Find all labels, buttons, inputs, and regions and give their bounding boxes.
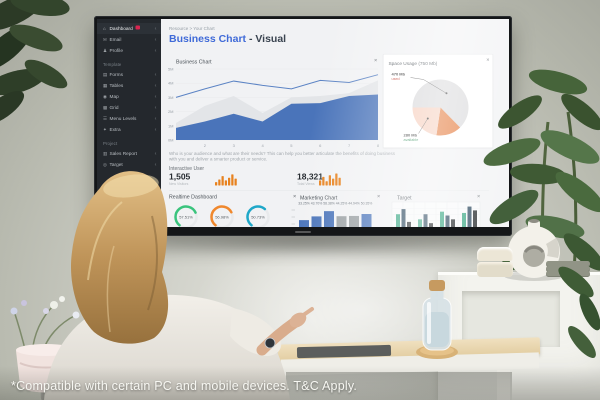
desk-leg	[497, 370, 510, 400]
sidebar-item-label: Sales Report	[109, 151, 137, 157]
chevron-icon: ‹	[154, 82, 157, 89]
close-icon[interactable]: ×	[377, 193, 381, 200]
svg-text:8: 8	[377, 143, 380, 148]
page-title: Business Chart - Visual	[169, 33, 286, 45]
page-title-primary: Business Chart	[169, 33, 247, 45]
sidebar-section-label: Project	[103, 141, 118, 146]
menu-levels-icon: ☰	[103, 116, 108, 121]
map-icon: ◉	[103, 94, 107, 99]
plant-left	[0, 0, 70, 126]
sidebar-item-forms[interactable]: ▤ Forms ‹	[97, 69, 161, 80]
hair	[70, 171, 169, 344]
sidebar-item-profile[interactable]: ♟ Profile ‹	[97, 45, 161, 56]
breadcrumb: Resource > Your Chart	[169, 26, 215, 31]
chevron-icon: ‹	[154, 126, 157, 133]
chevron-icon: ‹	[154, 71, 157, 78]
woman	[44, 171, 314, 400]
close-icon[interactable]: ×	[374, 57, 378, 64]
sidebar-item-label: Profile	[109, 48, 123, 54]
sidebar-item-tables[interactable]: ▦ Tables ‹	[97, 80, 161, 91]
svg-text:2M: 2M	[168, 109, 174, 114]
chevron-icon: ‹	[154, 115, 157, 122]
sidebar-item-label: Dashboard	[109, 26, 133, 32]
svg-text:4: 4	[261, 143, 264, 148]
sidebar-item-label: Map	[109, 94, 119, 100]
svg-text:5M: 5M	[168, 67, 174, 72]
chevron-icon: ‹	[154, 36, 157, 43]
sidebar-section-label: Template	[103, 62, 122, 67]
chevron-icon: ‹	[154, 150, 157, 157]
svg-text:1M: 1M	[168, 123, 174, 128]
chevron-icon: ‹	[154, 25, 157, 32]
storage-boxes	[477, 247, 513, 277]
svg-text:6: 6	[319, 143, 322, 148]
sidebar-item-grid[interactable]: ▩ Grid ‹	[97, 102, 161, 113]
sidebar-item-email[interactable]: ✉ Email ‹	[97, 34, 161, 45]
bottom-vignette	[0, 366, 600, 400]
svg-text:50.35%: 50.35%	[361, 202, 373, 206]
notification-badge	[135, 25, 141, 30]
svg-text:4M: 4M	[168, 81, 174, 86]
dashboard-icon: ⌂	[103, 26, 106, 31]
space-usage-title: Space Usage (750 Mb)	[388, 61, 438, 67]
tables-icon: ▦	[103, 83, 108, 88]
svg-text:44.94%: 44.94%	[348, 202, 360, 206]
svg-text:3M: 3M	[168, 95, 174, 100]
svg-text:280 Mb: 280 Mb	[404, 133, 418, 138]
chevron-icon: ‹	[154, 104, 157, 111]
sidebar-item-label: Menu Levels	[109, 116, 137, 122]
sidebar-item-label: Tables	[109, 83, 124, 89]
svg-text:3: 3	[233, 143, 236, 148]
chevron-icon: ‹	[154, 93, 157, 100]
email-icon: ✉	[103, 37, 107, 42]
under-desk-shadow	[286, 372, 512, 400]
grid-icon: ▩	[103, 105, 108, 110]
svg-text:470 Mb: 470 Mb	[392, 72, 406, 77]
svg-text:0M: 0M	[168, 138, 174, 143]
tv-brand-mark	[295, 231, 311, 233]
sidebar-item-extra[interactable]: ✦ Extra ‹	[97, 124, 161, 135]
svg-text:7: 7	[348, 143, 351, 148]
sidebar-item-label: Forms	[109, 72, 123, 78]
sidebar-item-dashboard[interactable]: ⌂ Dashboard ‹	[97, 23, 161, 34]
profile-icon: ♟	[103, 48, 108, 53]
legal-caption: *Compatible with certain PC and mobile d…	[11, 379, 358, 393]
sidebar-item-sales-report[interactable]: ▥ Sales Report ‹	[97, 148, 161, 159]
svg-text:available: available	[404, 138, 419, 142]
svg-text:5: 5	[290, 143, 293, 148]
chevron-icon: ‹	[154, 47, 157, 54]
sidebar-item-map[interactable]: ◉ Map ‹	[97, 91, 161, 102]
sidebar-item-label: Email	[109, 37, 122, 43]
sales-report-icon: ▥	[103, 151, 108, 156]
business-area-chart: 5M 4M 3M 2M 1M 0M 2 3 4 5 6 7 8	[163, 65, 383, 155]
extra-icon: ✦	[103, 127, 107, 132]
svg-text:2: 2	[204, 143, 207, 148]
plant-front	[558, 266, 600, 358]
sidebar-item-label: Extra	[109, 127, 121, 133]
forms-icon: ▤	[103, 72, 108, 77]
wrist-watch	[264, 337, 276, 349]
svg-text:used: used	[392, 77, 400, 81]
sidebar-item-label: Grid	[109, 105, 119, 111]
page-title-secondary: - Visual	[246, 33, 287, 45]
water-bottle	[416, 280, 458, 359]
sidebar-item-menu-levels[interactable]: ☰ Menu Levels ‹	[97, 113, 161, 124]
